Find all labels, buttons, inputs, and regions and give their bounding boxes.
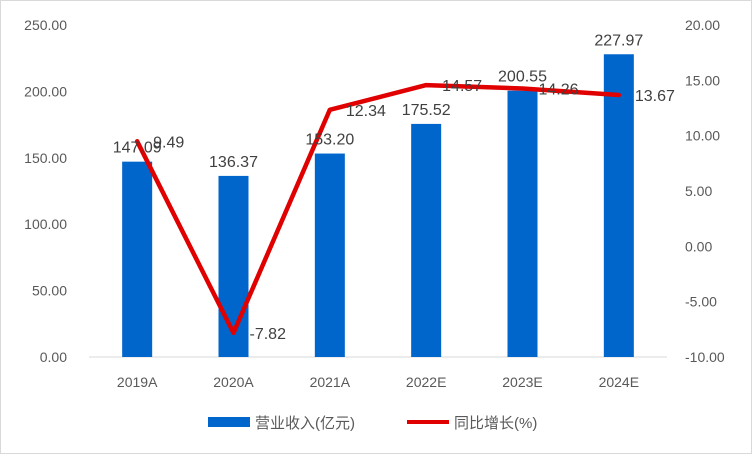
- growth-value-label: -7.82: [250, 326, 287, 343]
- left-tick-label: 0.00: [40, 349, 67, 365]
- legend-swatch-bar: [208, 417, 250, 427]
- growth-line: [137, 85, 619, 333]
- growth-value-label: 13.67: [635, 88, 675, 105]
- bar-2023E: [508, 91, 538, 357]
- growth-value-label: 14.57: [442, 78, 482, 95]
- x-axis: 2019A 2020A 2021A 2022E 2023E 2024E: [117, 374, 639, 390]
- right-tick-label: 5.00: [685, 183, 712, 199]
- x-tick-label: 2020A: [213, 374, 254, 390]
- left-axis: 0.00 50.00 100.00 150.00 200.00 250.00: [24, 17, 67, 365]
- bar-value-label: 175.52: [402, 102, 451, 119]
- growth-value-label: 9.49: [153, 134, 184, 151]
- right-tick-label: -10.00: [685, 349, 725, 365]
- left-tick-label: 250.00: [24, 17, 67, 33]
- left-tick-label: 150.00: [24, 150, 67, 166]
- x-tick-label: 2023E: [502, 374, 542, 390]
- line-series: [137, 85, 619, 333]
- legend-label-bar: 营业收入(亿元): [255, 415, 355, 432]
- growth-value-label: 14.26: [539, 82, 579, 99]
- right-tick-label: 15.00: [685, 72, 720, 88]
- right-tick-label: 10.00: [685, 128, 720, 144]
- bar-2022E: [411, 124, 441, 357]
- bar-value-label: 136.37: [209, 154, 258, 171]
- left-tick-label: 200.00: [24, 83, 67, 99]
- x-tick-label: 2022E: [406, 374, 446, 390]
- bar-2021A: [315, 154, 345, 357]
- right-tick-label: -5.00: [685, 294, 717, 310]
- left-tick-label: 100.00: [24, 216, 67, 232]
- x-tick-label: 2021A: [310, 374, 351, 390]
- bar-value-label: 227.97: [594, 32, 643, 49]
- x-tick-label: 2024E: [599, 374, 639, 390]
- growth-value-label: 12.34: [346, 103, 386, 120]
- right-axis: -10.00 -5.00 0.00 5.00 10.00 15.00 20.00: [685, 17, 725, 365]
- bar-value-label: 153.20: [305, 132, 354, 149]
- right-tick-label: 20.00: [685, 17, 720, 33]
- bar-2019A: [122, 162, 152, 357]
- bar-2024E: [604, 54, 634, 357]
- legend: 营业收入(亿元) 同比增长(%): [208, 415, 537, 432]
- legend-label-line: 同比增长(%): [454, 415, 537, 432]
- right-tick-label: 0.00: [685, 238, 712, 254]
- left-tick-label: 50.00: [32, 283, 67, 299]
- x-tick-label: 2019A: [117, 374, 158, 390]
